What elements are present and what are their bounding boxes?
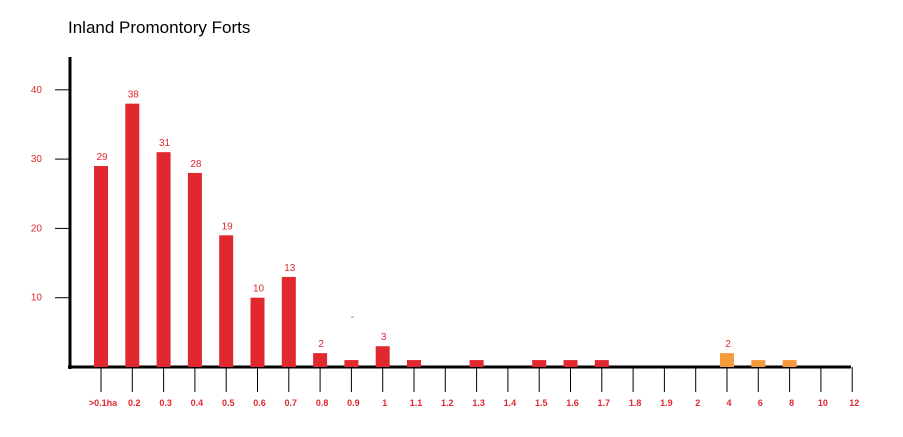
bar — [313, 353, 328, 367]
bar — [751, 360, 766, 367]
data-label: 10 — [253, 284, 265, 295]
bar — [720, 353, 734, 367]
data-label: 2 — [725, 339, 731, 350]
bar — [344, 360, 359, 367]
x-tick-label: 1.1 — [410, 398, 423, 408]
x-tick-label: 0.5 — [222, 398, 235, 408]
bars — [94, 103, 797, 367]
bar — [156, 152, 171, 367]
y-tick-label: 20 — [31, 223, 43, 234]
y-tick-labels: 10 20 30 40 — [31, 85, 70, 304]
x-tick-marks — [100, 367, 853, 392]
x-tick-label: 6 — [758, 398, 763, 408]
data-labels: 29 38 31 28 19 10 13 2 - 3 2 — [96, 90, 731, 350]
data-label: 3 — [381, 332, 387, 343]
x-tick-label: 1.4 — [504, 398, 517, 408]
y-tick-label: 10 — [31, 293, 43, 304]
bar — [407, 360, 421, 367]
bar — [469, 360, 484, 367]
x-tick-label: 10 — [818, 398, 828, 408]
data-label: 31 — [159, 138, 171, 149]
bar — [94, 166, 108, 367]
bar — [375, 346, 390, 367]
x-tick-label: 1 — [382, 398, 387, 408]
bar — [281, 276, 296, 367]
bar — [219, 235, 234, 367]
bar — [187, 172, 202, 367]
x-tick-label: 1.9 — [660, 398, 673, 408]
bar — [125, 103, 140, 367]
bar — [532, 360, 547, 367]
data-label: 28 — [190, 159, 202, 170]
x-tick-label: 0.6 — [253, 398, 266, 408]
x-tick-label: 1.2 — [441, 398, 454, 408]
bar — [782, 360, 797, 367]
x-tick-label: 1.7 — [598, 398, 611, 408]
x-tick-label: 0.7 — [285, 398, 298, 408]
x-tick-labels: >0.1ha 0.2 0.3 0.4 0.5 0.6 0.7 0.8 0.9 1 1.1 1.2 1.3… — [89, 398, 859, 408]
data-label: 19 — [222, 221, 234, 232]
x-tick-label: 0.8 — [316, 398, 329, 408]
bar — [594, 360, 609, 367]
x-tick-label: 8 — [789, 398, 794, 408]
x-tick-label: 1.5 — [535, 398, 548, 408]
x-tick-label: 0.4 — [191, 398, 204, 408]
x-tick-label: 1.6 — [566, 398, 579, 408]
data-label: - — [351, 312, 354, 323]
x-tick-label: 0.9 — [347, 398, 360, 408]
x-tick-label: 4 — [726, 398, 731, 408]
data-label: 13 — [284, 263, 296, 274]
data-label: 29 — [96, 152, 108, 163]
x-tick-label: 12 — [849, 398, 859, 408]
bar — [250, 297, 265, 367]
x-tick-label: 1.8 — [629, 398, 642, 408]
y-tick-label: 30 — [31, 154, 43, 165]
y-tick-label: 40 — [31, 85, 43, 96]
x-tick-label: 0.3 — [159, 398, 172, 408]
data-label: 38 — [128, 90, 140, 101]
x-tick-label: >0.1ha — [89, 398, 118, 408]
x-tick-label: 2 — [695, 398, 700, 408]
x-tick-label: 1.3 — [472, 398, 485, 408]
data-label: 2 — [318, 339, 324, 350]
chart-title: Inland Promontory Forts — [68, 18, 251, 37]
x-tick-label: 0.2 — [128, 398, 141, 408]
bar — [563, 360, 578, 367]
